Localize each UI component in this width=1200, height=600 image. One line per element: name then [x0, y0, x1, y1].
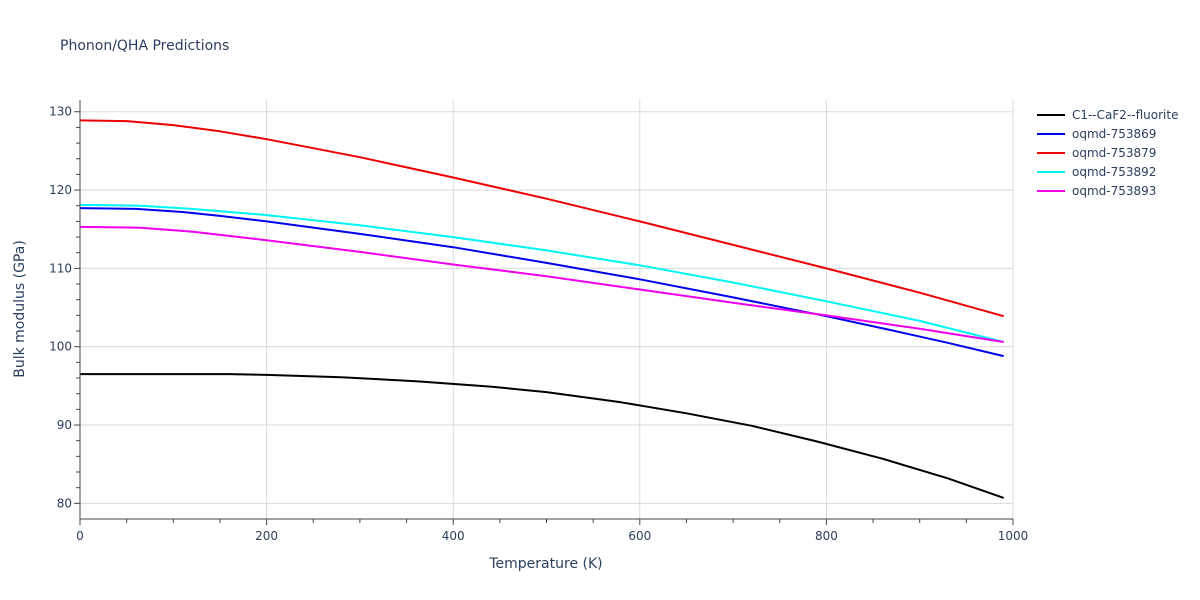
legend-label: oqmd-753869 — [1072, 127, 1156, 141]
chart-title: Phonon/QHA Predictions — [60, 38, 229, 54]
x-tick-label: 800 — [815, 529, 838, 543]
x-tick-label: 600 — [628, 529, 651, 543]
legend-item[interactable]: oqmd-753893 — [1037, 184, 1156, 198]
y-tick-label: 100 — [49, 340, 72, 354]
x-tick-label: 0 — [76, 529, 84, 543]
y-axis-title: Bulk modulus (GPa) — [12, 240, 28, 378]
series-line-oqmd-753869 — [79, 207, 1004, 358]
x-tick-label: 1000 — [998, 529, 1029, 543]
x-tick-label: 400 — [442, 529, 465, 543]
y-tick-label: 120 — [49, 183, 72, 197]
x-tick-label: 200 — [255, 529, 278, 543]
series-layer — [79, 119, 1005, 499]
legend[interactable]: C1--CaF2--fluorite oqmd-753869 oqmd-753879… — [1037, 108, 1178, 198]
series-line-oqmd-753892 — [79, 203, 1004, 343]
legend-item[interactable]: oqmd-753892 — [1037, 165, 1156, 179]
legend-label: oqmd-753879 — [1072, 146, 1156, 160]
legend-label: oqmd-753893 — [1072, 184, 1156, 198]
legend-item[interactable]: oqmd-753879 — [1037, 146, 1156, 160]
y-tick-label: 110 — [49, 261, 72, 275]
legend-item[interactable]: oqmd-753869 — [1037, 127, 1156, 141]
legend-label: oqmd-753892 — [1072, 165, 1156, 179]
x-axis-title: Temperature (K) — [488, 556, 602, 572]
grid-layer — [80, 100, 1014, 519]
series-line-oqmd-753893 — [79, 225, 1004, 343]
y-tick-label: 90 — [57, 418, 72, 432]
axis-layer: 0 200 400 600 800 1000 80 90 100 110 120 130 — [49, 100, 1028, 543]
y-tick-label: 80 — [57, 496, 72, 510]
series-line-oqmd-753879 — [79, 119, 1004, 318]
y-tick-label: 130 — [49, 105, 72, 119]
series-line-C1--CaF2--fluorite — [80, 373, 1005, 499]
legend-item[interactable]: C1--CaF2--fluorite — [1037, 108, 1178, 122]
legend-label: C1--CaF2--fluorite — [1072, 108, 1178, 122]
